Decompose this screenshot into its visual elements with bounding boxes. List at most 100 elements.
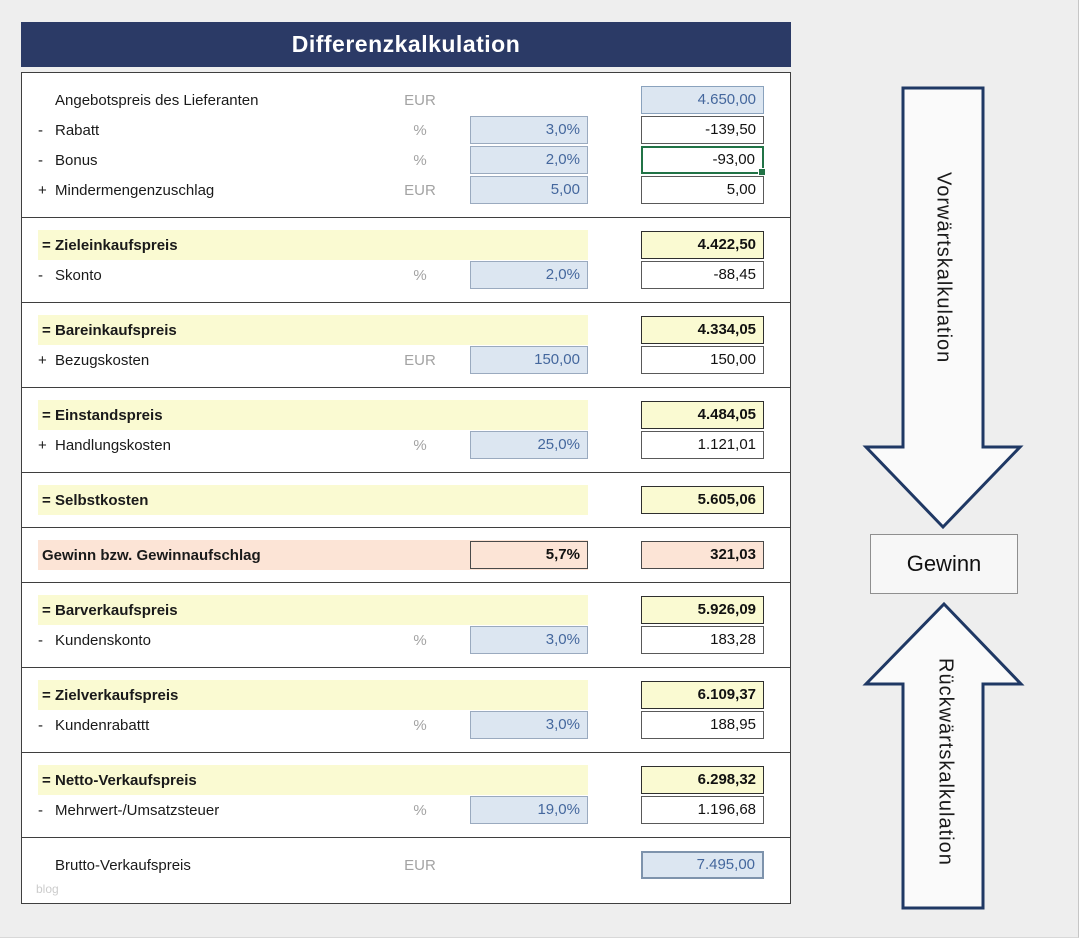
input-cell[interactable]: 150,00 bbox=[470, 346, 588, 374]
table-row: = Selbstkosten 5.605,06 bbox=[38, 485, 764, 515]
table-row: - Mehrwert-/Umsatzsteuer% 19,0% 1.196,68 bbox=[38, 795, 764, 825]
row-band: - Bonus% 2,0% bbox=[38, 145, 588, 175]
subtotal-band: = Bareinkaufspreis bbox=[38, 315, 588, 345]
forward-calculation-label: Vorwärtskalkulation bbox=[932, 172, 955, 364]
row-label: Bezugskosten bbox=[55, 351, 150, 369]
result-cell[interactable]: 6.298,32 bbox=[641, 766, 764, 794]
result-cell[interactable]: 150,00 bbox=[641, 346, 764, 374]
row-operator: - bbox=[38, 266, 43, 284]
row-unit: % bbox=[413, 436, 427, 454]
row-band: - Mehrwert-/Umsatzsteuer% 19,0% bbox=[38, 795, 588, 825]
result-cell[interactable]: -88,45 bbox=[641, 261, 764, 289]
row-label: Kundenrabattt bbox=[55, 716, 150, 734]
row-label: Angebotspreis des Lieferanten bbox=[55, 91, 259, 109]
row-operator: - bbox=[38, 716, 43, 734]
table-row: Gewinn bzw. Gewinnaufschlag 5,7% 321,03 bbox=[38, 540, 764, 570]
table-row: - Kundenrabattt% 3,0% 188,95 bbox=[38, 710, 764, 740]
row-label: Mindermengenzuschlag bbox=[55, 181, 215, 199]
input-cell[interactable]: 3,0% bbox=[470, 116, 588, 144]
input-cell[interactable]: 5,7% bbox=[470, 541, 588, 569]
row-band: - Rabatt% 3,0% bbox=[38, 115, 588, 145]
table-row: = Netto-Verkaufspreis 6.298,32 bbox=[38, 765, 764, 795]
row-operator: - bbox=[38, 151, 43, 169]
result-cell[interactable]: 321,03 bbox=[641, 541, 764, 569]
result-cell[interactable]: 4.334,05 bbox=[641, 316, 764, 344]
result-cell[interactable]: 6.109,37 bbox=[641, 681, 764, 709]
table-row: Angebotspreis des Lieferanten EUR 4.650,00 bbox=[38, 85, 764, 115]
subtotal-band: = Selbstkosten bbox=[38, 485, 588, 515]
calc-section: Brutto-Verkaufspreis EUR 7.495,00 bbox=[22, 837, 790, 892]
row-unit: % bbox=[413, 121, 427, 139]
row-band: - Kundenrabattt% 3,0% bbox=[38, 710, 588, 740]
result-cell[interactable]: 5,00 bbox=[641, 176, 764, 204]
row-unit: % bbox=[413, 716, 427, 734]
row-unit: EUR bbox=[404, 351, 436, 369]
row-operator: + bbox=[38, 181, 47, 199]
gewinn-band: Gewinn bzw. Gewinnaufschlag 5,7% bbox=[38, 540, 588, 570]
result-cell[interactable]: -139,50 bbox=[641, 116, 764, 144]
row-band: - Skonto% 2,0% bbox=[38, 260, 588, 290]
calc-section: = Zieleinkaufspreis 4.422,50 - Skonto% 2,0% -8… bbox=[22, 217, 790, 302]
input-cell[interactable]: 2,0% bbox=[470, 146, 588, 174]
result-cell[interactable]: 4.422,50 bbox=[641, 231, 764, 259]
row-label: Kundenskonto bbox=[55, 631, 151, 649]
table-row: + Mindermengenzuschlag EUR 5,00 5,00 bbox=[38, 175, 764, 205]
result-cell[interactable]: 1.121,01 bbox=[641, 431, 764, 459]
input-cell[interactable]: 19,0% bbox=[470, 796, 588, 824]
calc-section: = Zielverkaufspreis 6.109,37- Kundenrabattt… bbox=[22, 667, 790, 752]
table-row: = Einstandspreis 4.484,05 bbox=[38, 400, 764, 430]
table-row: - Bonus% 2,0% -93,00 bbox=[38, 145, 766, 176]
result-cell[interactable]: 4.484,05 bbox=[641, 401, 764, 429]
input-cell[interactable]: 2,0% bbox=[470, 261, 588, 289]
row-unit: % bbox=[413, 801, 427, 819]
row-label: Gewinn bzw. Gewinnaufschlag bbox=[42, 546, 261, 564]
row-label: Bareinkaufspreis bbox=[55, 321, 177, 339]
row-unit: EUR bbox=[404, 91, 436, 109]
calculation-direction-arrows bbox=[862, 86, 1025, 910]
result-cell[interactable]: 5.605,06 bbox=[641, 486, 764, 514]
row-band: + Mindermengenzuschlag EUR 5,00 bbox=[38, 175, 588, 205]
row-label: Zielverkaufspreis bbox=[55, 686, 179, 704]
input-cell[interactable]: 3,0% bbox=[470, 711, 588, 739]
input-cell[interactable]: 25,0% bbox=[470, 431, 588, 459]
row-operator: = bbox=[42, 601, 51, 619]
table-row: = Zielverkaufspreis 6.109,37 bbox=[38, 680, 764, 710]
row-band: Angebotspreis des Lieferanten EUR bbox=[38, 85, 588, 115]
result-cell[interactable]: 7.495,00 bbox=[641, 851, 764, 879]
row-label: Mehrwert-/Umsatzsteuer bbox=[55, 801, 220, 819]
result-cell[interactable]: 4.650,00 bbox=[641, 86, 764, 114]
result-cell[interactable]: 5.926,09 bbox=[641, 596, 764, 624]
row-label: Rabatt bbox=[55, 121, 100, 139]
row-operator: + bbox=[38, 351, 47, 369]
table-row: Brutto-Verkaufspreis EUR 7.495,00 bbox=[38, 850, 764, 880]
calc-section: = Netto-Verkaufspreis 6.298,32- Mehrwert-/U… bbox=[22, 752, 790, 837]
page-title: Differenzkalkulation bbox=[21, 22, 791, 67]
input-cell-empty bbox=[470, 86, 588, 114]
selected-result-cell[interactable]: -93,00 bbox=[641, 146, 766, 176]
input-cell[interactable]: 5,00 bbox=[470, 176, 588, 204]
row-label: Brutto-Verkaufspreis bbox=[55, 856, 191, 874]
watermark: blog bbox=[36, 882, 59, 896]
gewinn-box: Gewinn bbox=[870, 534, 1018, 594]
subtotal-band: = Einstandspreis bbox=[38, 400, 588, 430]
row-band: + Handlungskosten% 25,0% bbox=[38, 430, 588, 460]
table-row: - Rabatt% 3,0% -139,50 bbox=[38, 115, 764, 145]
result-cell[interactable]: 188,95 bbox=[641, 711, 764, 739]
result-cell[interactable]: 1.196,68 bbox=[641, 796, 764, 824]
row-label: Bonus bbox=[55, 151, 98, 169]
row-operator: - bbox=[38, 631, 43, 649]
row-operator: - bbox=[38, 801, 43, 819]
calc-section: Angebotspreis des Lieferanten EUR 4.650,00… bbox=[22, 73, 790, 217]
row-label: Zieleinkaufspreis bbox=[55, 236, 178, 254]
row-operator: = bbox=[42, 236, 51, 254]
row-label: Selbstkosten bbox=[55, 491, 149, 509]
forward-arrow-down-icon bbox=[862, 86, 1024, 530]
row-label: Barverkaufspreis bbox=[55, 601, 178, 619]
row-operator: = bbox=[42, 491, 51, 509]
row-band: Brutto-Verkaufspreis EUR bbox=[38, 850, 588, 880]
result-cell[interactable]: 183,28 bbox=[641, 626, 764, 654]
table-row: - Skonto% 2,0% -88,45 bbox=[38, 260, 764, 290]
row-operator: = bbox=[42, 321, 51, 339]
input-cell[interactable]: 3,0% bbox=[470, 626, 588, 654]
row-operator: - bbox=[38, 121, 43, 139]
